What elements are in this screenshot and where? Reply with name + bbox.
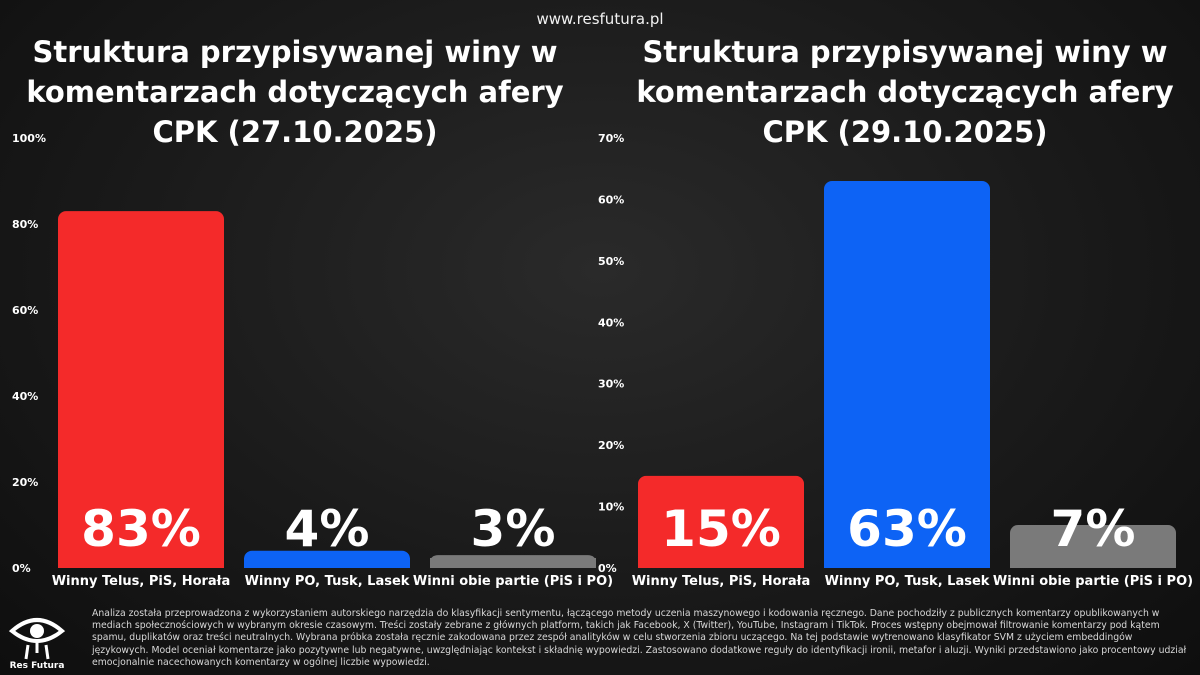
y-tick-label-right: 60% bbox=[598, 193, 624, 206]
y-tick-label-right: 70% bbox=[598, 132, 624, 145]
y-tick-label-right: 50% bbox=[598, 255, 624, 268]
y-tick-label-right: 0% bbox=[598, 562, 617, 575]
category-label-left: Winni obie partie (PiS i PO) bbox=[413, 574, 613, 589]
y-tick-label-right: 10% bbox=[598, 501, 624, 514]
y-tick-label-left: 100% bbox=[12, 132, 46, 145]
eye-logo-icon bbox=[6, 605, 68, 671]
site-url: www.resfutura.pl bbox=[536, 10, 664, 28]
bar-right bbox=[824, 181, 990, 568]
y-tick-label-right: 20% bbox=[598, 439, 624, 452]
methodology-note: Analiza została przeprowadzona z wykorzy… bbox=[92, 608, 1187, 668]
y-tick-label-right: 30% bbox=[598, 378, 624, 391]
category-label-right: Winny PO, Tusk, Lasek bbox=[825, 574, 990, 589]
value-label-left: 83% bbox=[81, 500, 201, 558]
chart-title-left: Struktura przypisywanej winy w komentarz… bbox=[26, 35, 564, 149]
value-label-right: 15% bbox=[661, 500, 781, 558]
value-label-left: 4% bbox=[285, 500, 370, 558]
y-tick-label-left: 0% bbox=[12, 562, 31, 575]
charts-svg: 0% 20% 40% 60% 80% 100% 83% Winny Telus, PiS, H… bbox=[12, 132, 1193, 589]
bar-base-right bbox=[824, 558, 990, 568]
y-tick-label-right: 40% bbox=[598, 316, 624, 329]
y-tick-label-left: 20% bbox=[12, 476, 38, 489]
category-label-left: Winny PO, Tusk, Lasek bbox=[245, 574, 410, 589]
bar-right bbox=[638, 475, 804, 568]
category-label-left: Winny Telus, PiS, Horała bbox=[52, 574, 231, 589]
bar-base-left bbox=[430, 558, 596, 568]
bar-base-left bbox=[58, 558, 224, 568]
bar-left bbox=[58, 211, 224, 568]
bar-base-right bbox=[1010, 558, 1176, 568]
chart-title-right: Struktura przypisywanej winy w komentarz… bbox=[636, 35, 1174, 149]
value-label-right: 7% bbox=[1051, 500, 1136, 558]
y-tick-label-left: 80% bbox=[12, 218, 38, 231]
logo-text: Res Futura bbox=[9, 661, 65, 671]
bar-right bbox=[1010, 525, 1176, 568]
category-label-right: Winni obie partie (PiS i PO) bbox=[993, 574, 1193, 589]
y-tick-label-left: 40% bbox=[12, 390, 38, 403]
value-label-right: 63% bbox=[847, 500, 967, 558]
bar-base-right bbox=[638, 558, 804, 568]
category-label-right: Winny Telus, PiS, Horała bbox=[632, 574, 811, 589]
y-tick-label-left: 60% bbox=[12, 304, 38, 317]
value-label-left: 3% bbox=[471, 500, 556, 558]
bar-base-left bbox=[244, 558, 410, 568]
